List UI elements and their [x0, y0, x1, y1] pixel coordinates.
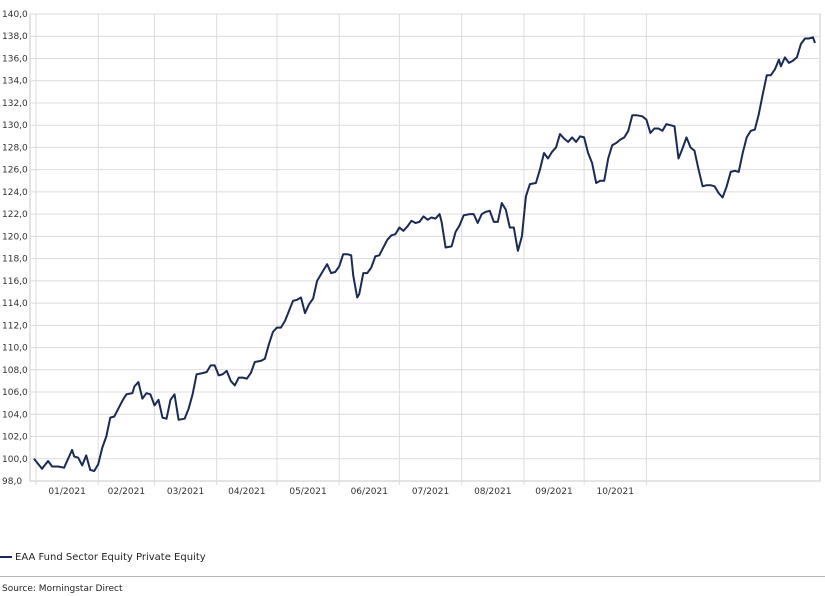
y-tick-label: 140,0 [2, 10, 28, 20]
y-tick-label: 126,0 [2, 166, 28, 176]
y-tick-label: 120,0 [2, 232, 28, 242]
y-tick-label: 138,0 [2, 32, 28, 42]
y-tick-label: 130,0 [2, 121, 28, 131]
y-tick-label: 98,0 [2, 477, 22, 487]
y-tick-label: 114,0 [2, 299, 28, 309]
x-tick-label: 01/2021 [48, 487, 85, 497]
line-chart: 98,0 100,0 102,0 104,0 106,0 108,0 110,0 112,0 1… [2, 10, 821, 497]
x-tick-label: 02/2021 [108, 487, 145, 497]
y-tick-label: 104,0 [2, 410, 28, 420]
legend-label: EAA Fund Sector Equity Private Equity [15, 551, 206, 563]
grid-lines [30, 13, 820, 485]
x-tick-label: 03/2021 [167, 487, 204, 497]
y-tick-label: 102,0 [2, 433, 28, 443]
x-tick-label: 09/2021 [535, 487, 572, 497]
x-tick-label: 05/2021 [289, 487, 326, 497]
x-tick-label: 08/2021 [474, 487, 511, 497]
divider [0, 576, 825, 577]
y-tick-label: 136,0 [2, 54, 28, 64]
series-line [33, 36, 816, 472]
y-tick-label: 128,0 [2, 143, 28, 153]
x-tick-label: 10/2021 [597, 487, 634, 497]
x-tick-label: 06/2021 [351, 487, 388, 497]
y-axis: 98,0 100,0 102,0 104,0 106,0 108,0 110,0 112,0 1… [2, 10, 28, 487]
x-tick-label: 04/2021 [228, 487, 265, 497]
y-tick-label: 132,0 [2, 99, 28, 109]
y-tick-label: 106,0 [2, 388, 28, 398]
source-note: Source: Morningstar Direct [2, 584, 123, 594]
y-tick-label: 116,0 [2, 277, 28, 287]
y-tick-label: 118,0 [2, 255, 28, 265]
y-tick-label: 108,0 [2, 366, 28, 376]
y-tick-label: 124,0 [2, 188, 28, 198]
legend: EAA Fund Sector Equity Private Equity [0, 550, 206, 564]
y-tick-label: 122,0 [2, 210, 28, 220]
legend-line-swatch [0, 556, 12, 558]
y-tick-label: 110,0 [2, 344, 28, 354]
x-tick-label: 07/2021 [412, 487, 449, 497]
y-tick-label: 134,0 [2, 77, 28, 87]
x-axis: 01/2021 02/2021 03/2021 04/2021 05/2021 06/20… [48, 487, 633, 497]
y-tick-label: 100,0 [2, 455, 28, 465]
y-tick-label: 112,0 [2, 321, 28, 331]
plot-area [29, 13, 821, 482]
